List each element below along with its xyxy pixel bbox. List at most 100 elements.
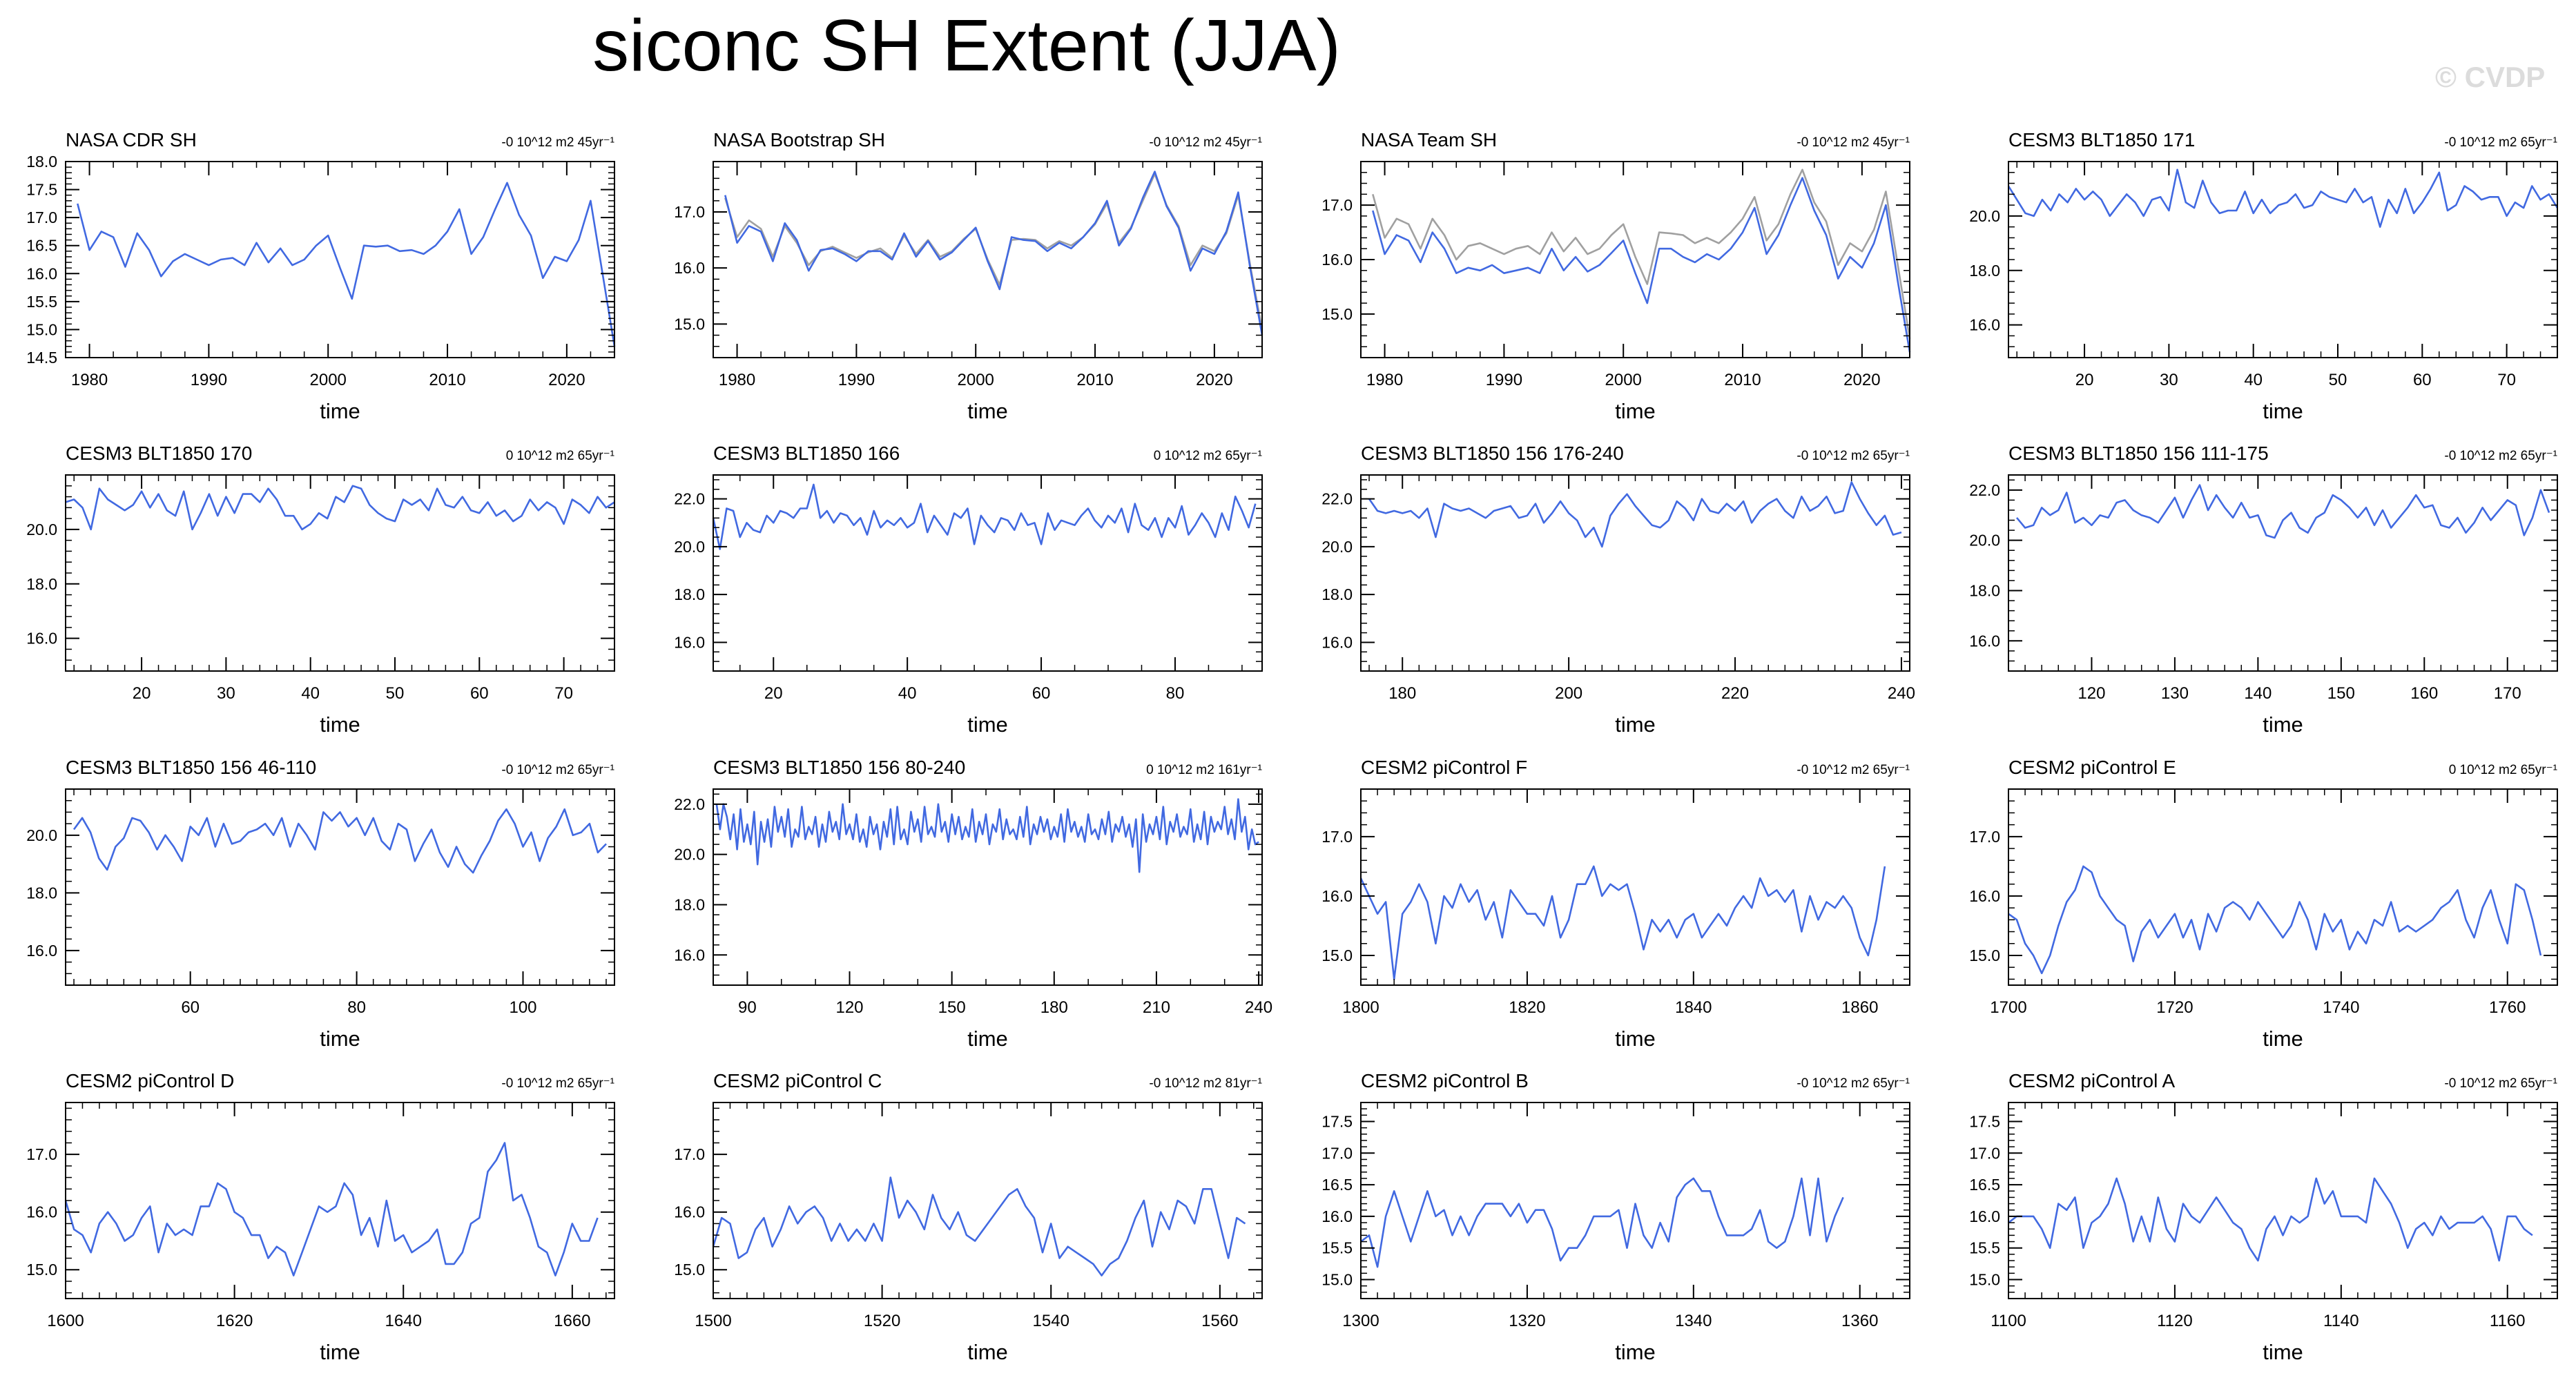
chart-title: CESM2 piControl B xyxy=(1361,1070,1529,1091)
x-axis-label: time xyxy=(1615,399,1656,423)
y-tick-label: 15.0 xyxy=(1321,946,1353,964)
series-line xyxy=(712,1176,1246,1276)
y-tick-label: 15.5 xyxy=(26,293,57,311)
x-tick-label: 120 xyxy=(835,998,863,1017)
series-line xyxy=(1368,481,1902,548)
x-tick-label: 2020 xyxy=(1196,371,1232,389)
y-tick-label: 16.0 xyxy=(674,259,705,277)
chart-panel: 120 130 140 150 160 170 16.0 18.0 20.0 22.0 CESM3 … xyxy=(1969,443,2558,737)
trend-label: -0 10^12 m2 65yr⁻¹ xyxy=(2444,449,2557,463)
y-tick-label: 20.0 xyxy=(1969,532,2000,550)
series-line xyxy=(1372,177,1911,353)
trend-label: 0 10^12 m2 65yr⁻¹ xyxy=(1154,449,1262,463)
x-tick-label: 1990 xyxy=(1486,371,1522,389)
y-tick-label: 18.0 xyxy=(1321,585,1353,603)
x-tick-label: 1800 xyxy=(1342,998,1379,1017)
x-axis-label: time xyxy=(1615,1340,1656,1364)
chart-panel: 20 30 40 50 60 70 16.0 18.0 20.0 CESM3 BLT1850 17… xyxy=(26,443,615,737)
trend-label: 0 10^12 m2 65yr⁻¹ xyxy=(506,449,614,463)
y-tick-label: 17.5 xyxy=(1321,1112,1353,1130)
x-tick-label: 2000 xyxy=(310,371,347,389)
y-tick-label: 22.0 xyxy=(1969,481,2000,499)
x-tick-label: 1620 xyxy=(216,1312,253,1330)
x-tick-label: 140 xyxy=(2244,684,2272,703)
x-tick-label: 1640 xyxy=(385,1312,422,1330)
y-tick-label: 16.0 xyxy=(26,1203,57,1221)
x-tick-label: 90 xyxy=(738,998,757,1017)
trend-label: -0 10^12 m2 65yr⁻¹ xyxy=(2444,135,2557,150)
y-tick-label: 17.0 xyxy=(1969,828,2000,846)
y-tick-label: 15.0 xyxy=(26,320,57,338)
chart-panel: 60 80 100 16.0 18.0 20.0 CESM3 BLT1850 156 46-… xyxy=(26,757,615,1051)
trend-label: -0 10^12 m2 45yr⁻¹ xyxy=(1797,135,1910,150)
x-tick-label: 1500 xyxy=(695,1312,731,1330)
chart-title: CESM3 BLT1850 171 xyxy=(2008,129,2195,150)
x-tick-label: 2020 xyxy=(548,371,585,389)
y-tick-label: 22.0 xyxy=(674,490,705,508)
x-tick-label: 1980 xyxy=(71,371,108,389)
x-tick-label: 2010 xyxy=(1724,371,1761,389)
x-tick-label: 1360 xyxy=(1841,1312,1878,1330)
plot-frame xyxy=(2008,1102,2558,1299)
x-tick-label: 40 xyxy=(301,684,320,703)
x-tick-label: 1660 xyxy=(554,1312,590,1330)
y-tick-label: 16.0 xyxy=(1321,887,1353,905)
y-tick-label: 17.5 xyxy=(26,181,57,199)
x-axis-label: time xyxy=(2263,712,2303,737)
x-tick-label: 30 xyxy=(2160,371,2178,389)
x-tick-label: 60 xyxy=(1032,684,1051,703)
x-tick-label: 1990 xyxy=(191,371,227,389)
x-tick-label: 40 xyxy=(2244,371,2263,389)
cvdp-watermark: © CVDP xyxy=(2435,61,2546,93)
x-tick-label: 150 xyxy=(938,998,966,1017)
y-tick-label: 15.0 xyxy=(674,1261,705,1279)
x-tick-label: 70 xyxy=(2497,371,2516,389)
x-tick-label: 2000 xyxy=(958,371,994,389)
y-tick-label: 17.5 xyxy=(1969,1112,2000,1130)
x-tick-label: 1980 xyxy=(719,371,755,389)
chart-panel: 1300 1320 1340 1360 15.0 15.5 16.0 16.5 17.0 17.5… xyxy=(1321,1070,1910,1364)
x-tick-label: 20 xyxy=(133,684,151,703)
plot-frame xyxy=(1360,161,1910,358)
series-line xyxy=(724,171,1263,336)
x-tick-label: 60 xyxy=(181,998,200,1017)
trend-label: -0 10^12 m2 65yr⁻¹ xyxy=(501,1076,614,1091)
y-tick-label: 16.0 xyxy=(1969,887,2000,905)
chart-panel: 1980 1990 2000 2010 2020 15.0 16.0 17.0 NASA Tea… xyxy=(1321,129,1911,423)
chart-title: CESM3 BLT1850 156 80-240 xyxy=(713,757,965,778)
x-tick-label: 1340 xyxy=(1675,1312,1712,1330)
x-tick-label: 210 xyxy=(1143,998,1170,1017)
y-tick-label: 16.0 xyxy=(1321,633,1353,651)
x-tick-label: 30 xyxy=(217,684,235,703)
x-tick-label: 1320 xyxy=(1509,1312,1545,1330)
x-tick-label: 60 xyxy=(470,684,489,703)
x-tick-label: 20 xyxy=(2075,371,2094,389)
y-tick-label: 17.0 xyxy=(1321,196,1353,214)
y-tick-label: 20.0 xyxy=(674,846,705,864)
y-tick-label: 17.0 xyxy=(1969,1144,2000,1162)
trend-label: -0 10^12 m2 65yr⁻¹ xyxy=(2444,1076,2557,1091)
trend-label: -0 10^12 m2 65yr⁻¹ xyxy=(1797,1076,1910,1091)
plot-frame xyxy=(713,1102,1263,1299)
x-tick-label: 1140 xyxy=(2323,1312,2359,1330)
y-tick-label: 18.0 xyxy=(1969,581,2000,599)
trend-label: 0 10^12 m2 161yr⁻¹ xyxy=(1146,763,1262,777)
x-tick-label: 2010 xyxy=(429,371,465,389)
x-tick-label: 120 xyxy=(2078,684,2105,703)
x-axis-label: time xyxy=(967,712,1008,737)
chart-panel: 1700 1720 1740 1760 15.0 16.0 17.0 CESM2 piCont… xyxy=(1969,757,2558,1051)
y-tick-label: 17.0 xyxy=(1321,1144,1353,1162)
plot-frame xyxy=(2008,788,2558,986)
x-tick-label: 1760 xyxy=(2489,998,2526,1017)
chart-title: CESM3 BLT1850 170 xyxy=(66,443,252,464)
x-tick-label: 1120 xyxy=(2157,1312,2193,1330)
y-tick-label: 17.0 xyxy=(674,203,705,221)
x-tick-label: 1300 xyxy=(1342,1312,1379,1330)
y-tick-label: 18.0 xyxy=(26,153,57,171)
trend-label: -0 10^12 m2 65yr⁻¹ xyxy=(1797,449,1910,463)
series-line xyxy=(65,485,615,531)
series-line xyxy=(1360,1177,1844,1268)
x-tick-label: 170 xyxy=(2494,684,2521,703)
page-title: siconc SH Extent (JJA) xyxy=(592,5,1341,86)
y-tick-label: 20.0 xyxy=(1321,538,1353,556)
